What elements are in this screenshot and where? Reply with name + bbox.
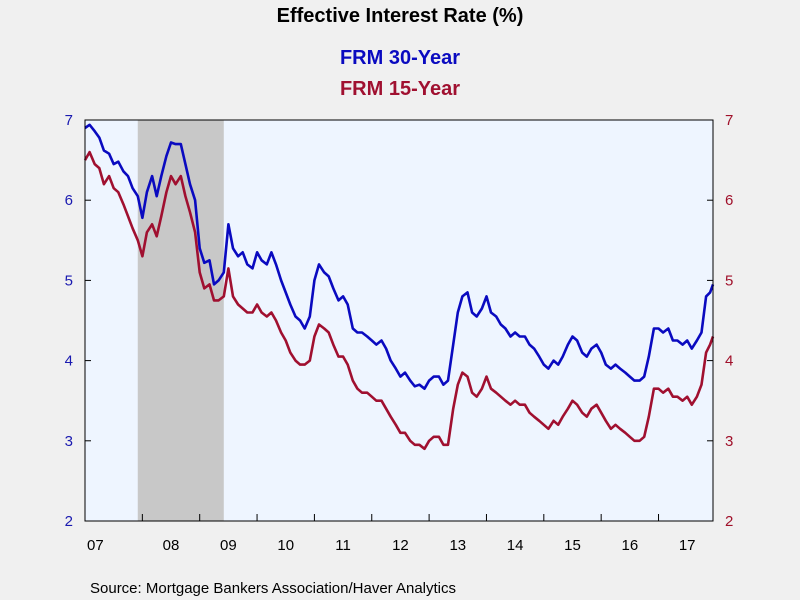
x-tick-label: 17 — [679, 537, 696, 554]
x-tick-label: 10 — [277, 537, 294, 554]
plot-border — [84, 119, 714, 522]
recession-shading — [137, 120, 224, 521]
y-tick-label-right: 7 — [725, 112, 733, 129]
x-tick-label: 09 — [220, 537, 237, 554]
y-tick-label-left: 4 — [65, 353, 73, 370]
y-tick-label-right: 3 — [725, 433, 733, 450]
y-tick-label-right: 5 — [725, 272, 733, 289]
x-tick-label: 12 — [392, 537, 409, 554]
plot-area: 2 3 4 5 6 7 2 3 4 5 6 7 07 08 09 10 11 12 13 14 15 16 17 — [65, 112, 734, 554]
legend-entry-frm-30: FRM 30-Year — [340, 47, 460, 69]
x-tick-label: 14 — [507, 537, 524, 554]
x-tick-label: 15 — [564, 537, 581, 554]
x-tick-label: 16 — [621, 537, 638, 554]
chart-title: Effective Interest Rate (%) — [277, 5, 524, 27]
y-tick-label-right: 2 — [725, 513, 733, 530]
x-tick-label: 07 — [87, 537, 104, 554]
y-tick-label-left: 6 — [65, 192, 73, 209]
x-tick-label: 08 — [163, 537, 180, 554]
x-tick-label: 11 — [335, 537, 351, 554]
series-line-frm-30-year — [84, 123, 715, 390]
source-note: Source: Mortgage Bankers Association/Hav… — [90, 580, 456, 597]
y-tick-label-left: 3 — [65, 433, 73, 450]
y-tick-label-left: 5 — [65, 272, 73, 289]
y-tick-label-right: 4 — [725, 353, 733, 370]
x-tick-label: 13 — [449, 537, 466, 554]
legend-entry-frm-15: FRM 15-Year — [340, 78, 460, 100]
y-tick-label-left: 7 — [65, 112, 73, 129]
series-line-frm-15-year — [83, 150, 715, 451]
y-tick-label-left: 2 — [65, 513, 73, 530]
y-tick-label-right: 6 — [725, 192, 733, 209]
